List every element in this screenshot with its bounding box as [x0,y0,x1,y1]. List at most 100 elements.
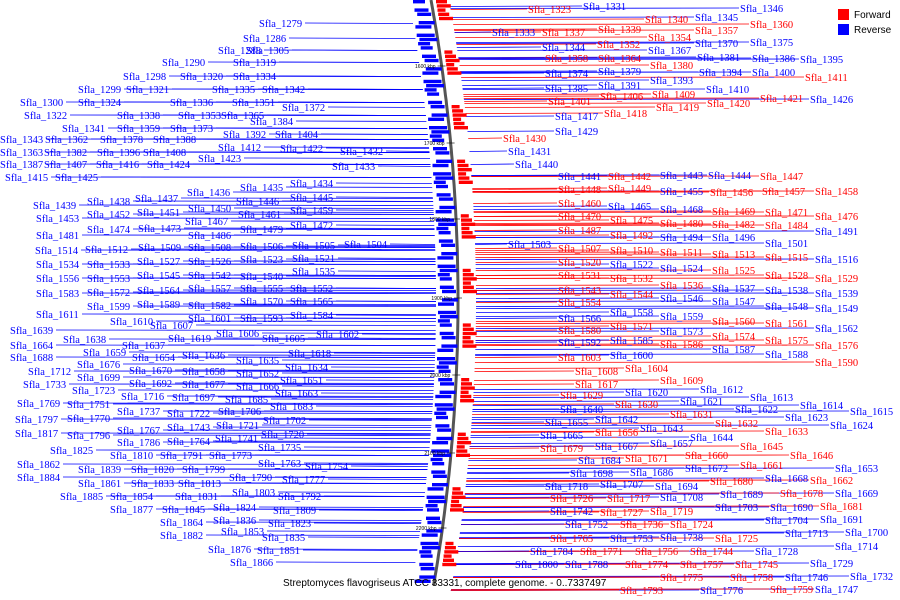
gene-label: Sfla_1524 [660,264,704,275]
reverse-gene [426,84,445,88]
leader-line [212,426,432,428]
reverse-gene [436,226,449,231]
gene-label: Sfla_1669 [835,489,878,500]
reverse-gene [420,554,433,558]
forward-gene [462,323,471,327]
gene-label: Sfla_1305 [246,46,289,57]
leader-line [453,28,598,30]
gene-label: Sfla_1525 [712,266,755,277]
leader-line [472,190,815,192]
leader-line [469,447,540,449]
reverse-gene [438,378,453,382]
gene-label: Sfla_1415 [5,173,48,184]
reverse-gene [432,441,449,445]
leader-line [457,545,835,547]
gene-label: Sfla_1286 [243,34,286,45]
gene-label: Sfla_1365 [221,111,264,122]
gene-label: Sfla_1623 [785,413,828,424]
gene-label: Sfla_1425 [55,173,98,184]
gene-label: Sfla_1602 [316,330,359,341]
gene-label: Sfla_1680 [710,477,753,488]
reverse-gene [426,516,440,520]
reverse-gene [428,117,445,121]
gene-label: Sfla_1459 [290,206,333,217]
gene-label: Sfla_1431 [508,147,551,158]
leader-line [278,61,420,63]
gene-label: Sfla_1630 [615,400,658,411]
reverse-gene [436,415,448,420]
leader-line [462,510,550,512]
gene-label: Sfla_1503 [508,240,551,251]
gene-label: Sfla_1583 [36,289,79,300]
gene-label: Sfla_1582 [188,301,231,312]
gene-label: Sfla_1288 [218,46,261,57]
gene-label: Sfla_1437 [135,194,178,205]
leader-line [68,383,434,385]
forward-gene [460,399,475,403]
reverse-gene [437,348,454,352]
gene-label: Sfla_1640 [560,405,603,416]
gene-label: Sfla_1420 [707,99,750,110]
leader-line [205,521,422,523]
gene-label: Sfla_1521 [292,254,335,265]
gene-label: Sfla_1418 [604,109,647,120]
gene-label: Sfla_1542 [188,271,231,282]
leader-line [73,370,435,372]
leader-line [475,329,558,331]
leader-line [469,150,508,152]
gene-label: Sfla_1791 [160,451,203,462]
gene-label: Sfla_1671 [625,454,668,465]
gene-label: Sfla_1447 [760,172,803,183]
gene-label: Sfla_1613 [750,393,793,404]
reverse-gene [427,520,442,525]
gene-label: Sfla_1506 [240,242,283,253]
forward-gene [446,63,455,67]
gene-label: Sfla_1331 [583,2,626,13]
gene-label: Sfla_1664 [10,341,54,352]
reverse-gene [428,100,443,105]
reverse-gene [437,273,450,277]
leader-line [460,71,752,73]
leader-line [475,335,712,337]
gene-label: Sfla_1407 [44,160,87,171]
leader-line [464,492,780,494]
leader-line [475,320,712,322]
reverse-gene [427,92,440,96]
leader-line [470,434,540,436]
leader-line [473,388,700,390]
gene-label: Sfla_1461 [238,210,281,221]
gene-label: Sfla_1653 [835,464,878,475]
gene-label: Sfla_1404 [275,130,319,141]
gene-label: Sfla_1612 [700,385,743,396]
leader-line [288,37,416,39]
leader-line [81,277,436,279]
gene-label: Sfla_1708 [660,493,703,504]
gene-label: Sfla_1512 [85,245,128,256]
gene-label: Sfla_1382 [44,148,87,159]
reverse-gene [437,428,452,432]
gene-label: Sfla_1528 [765,271,808,282]
gene-label: Sfla_1792 [278,492,321,503]
gene-label: Sfla_1387 [0,160,43,171]
gene-label: Sfla_1797 [15,415,58,426]
leader-line [335,209,434,211]
gene-label: Sfla_1882 [160,531,203,542]
gene-label: Sfla_1393 [650,76,693,87]
gene-label: Sfla_1352 [597,40,640,51]
gene-label: Sfla_1494 [660,233,704,244]
leader-line [472,191,710,193]
leader-line [474,230,815,232]
gene-label: Sfla_1357 [695,26,738,37]
gene-label: Sfla_1633 [765,427,808,438]
gene-label: Sfla_1600 [610,351,653,362]
reverse-gene [416,33,435,37]
reverse-gene [438,222,457,226]
gene-label: Sfla_1532 [610,274,653,285]
gene-label: Sfla_1553 [87,274,130,285]
leader-line [233,234,435,236]
forward-gene [445,54,456,58]
gene-label: Sfla_1529 [815,274,858,285]
leader-line [132,291,437,293]
gene-label: Sfla_1527 [137,257,180,268]
leader-line [475,322,765,324]
